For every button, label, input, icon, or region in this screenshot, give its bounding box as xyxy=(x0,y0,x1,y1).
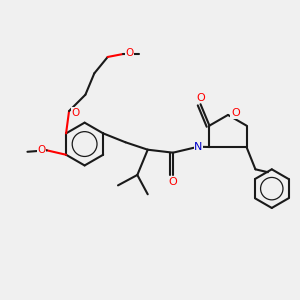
Text: O: O xyxy=(169,176,177,187)
Text: O: O xyxy=(37,145,46,155)
Text: O: O xyxy=(231,108,240,118)
Text: O: O xyxy=(71,108,80,118)
Text: O: O xyxy=(126,47,134,58)
Text: O: O xyxy=(196,93,205,103)
Text: N: N xyxy=(194,142,202,152)
